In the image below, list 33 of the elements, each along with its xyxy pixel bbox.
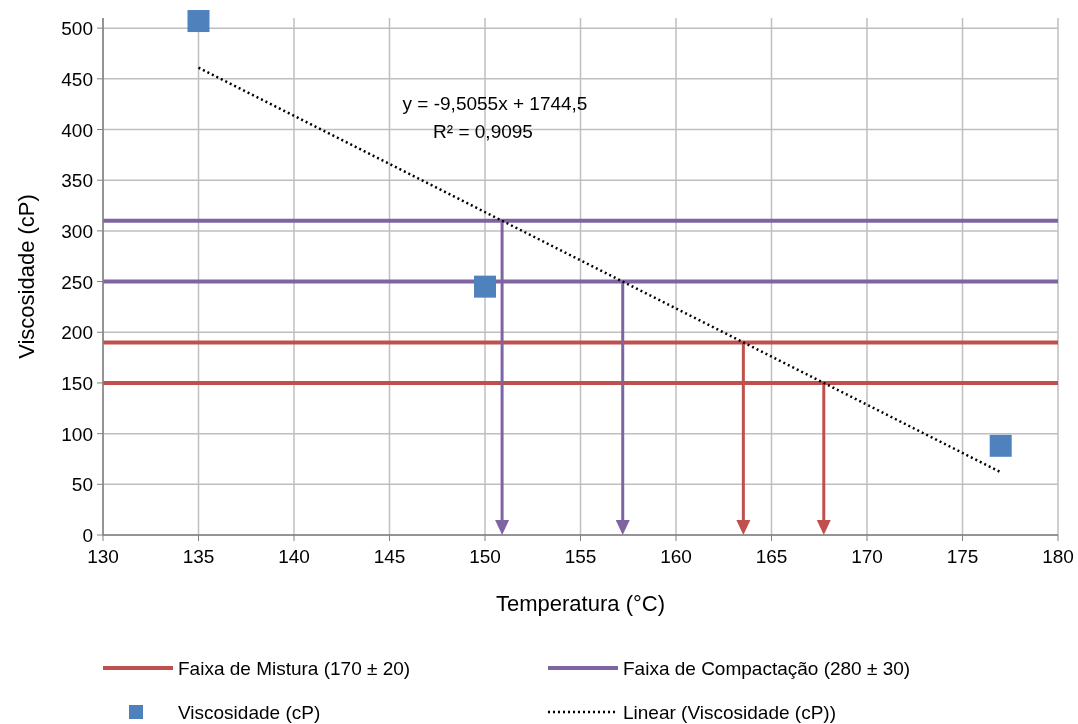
y-tick-label: 100: [61, 423, 93, 445]
y-tick-label: 50: [71, 474, 93, 496]
x-tick-label: 145: [373, 546, 406, 567]
x-tick-label: 135: [182, 546, 215, 567]
point: [474, 275, 496, 298]
y-tick-label: 0: [82, 525, 93, 546]
x-tick-label: 140: [278, 546, 310, 567]
x-tick-label: 130: [87, 546, 119, 567]
x-axis-title: Temperatura (°C): [496, 591, 665, 616]
legend-label: Faixa de Compactação (280 ± 30): [623, 658, 911, 679]
y-axis-title: Viscosidade (cP): [14, 194, 39, 359]
x-tick-label: 175: [946, 546, 979, 567]
x-tick-label: 155: [564, 546, 597, 567]
y-tick-label: 150: [61, 372, 93, 394]
point: [989, 434, 1012, 457]
x-tick-label: 180: [1042, 546, 1074, 567]
x-tick-label: 170: [851, 546, 883, 567]
y-tick-label: 200: [61, 322, 93, 344]
annotation: R² = 0,9095: [433, 121, 533, 142]
legend-label: Faixa de Mistura (170 ± 20): [178, 658, 411, 679]
y-tick-label: 300: [61, 220, 93, 242]
x-tick-label: 165: [755, 546, 788, 567]
x-tick-label: 160: [660, 546, 692, 567]
y-tick-label: 400: [61, 119, 93, 141]
point: [187, 10, 210, 33]
annotation: y = -9,5055x + 1744,5: [402, 93, 588, 114]
y-tick-label: 450: [61, 68, 93, 90]
y-tick-label: 500: [61, 18, 93, 40]
y-tick-label: 350: [61, 170, 93, 192]
y-tick-label: 250: [61, 271, 93, 293]
legend-label: Viscosidade (cP): [178, 702, 321, 723]
x-tick-label: 150: [469, 546, 501, 567]
legend-label: Linear (Viscosidade (cP)): [623, 702, 836, 723]
